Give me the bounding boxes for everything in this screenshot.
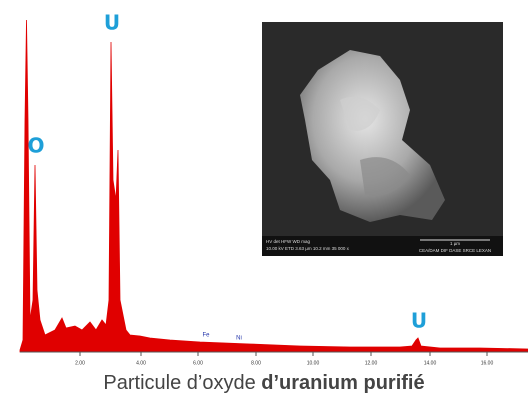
spectrum-figure: 2.00 4.00 6.00 8.00 10.00 12.00 14.00 16.00 U O… bbox=[0, 0, 528, 372]
x-tick-label: 12.00 bbox=[365, 360, 378, 366]
caption-bold: d’uranium purifié bbox=[261, 372, 424, 394]
x-tick-label: 10.00 bbox=[307, 360, 320, 366]
sem-info: 10.00 kV ETD 3.63 µm 10.2 mm 35 000 x bbox=[266, 246, 350, 251]
scale-label: 1 µm bbox=[450, 241, 460, 246]
x-tick-label: 14.00 bbox=[424, 360, 437, 366]
lab-label: CEA/DAM DIF DASE SRCE LEXAN bbox=[419, 248, 491, 253]
sem-inset: HV det HFW WD mag 10.00 kV ETD 3.63 µm 1… bbox=[262, 22, 503, 256]
x-tick-label: 16.00 bbox=[481, 360, 494, 366]
caption: Particule d’oxyde d’uranium purifié bbox=[0, 372, 528, 395]
peak-label: U bbox=[411, 309, 427, 333]
x-tick-label: 6.00 bbox=[193, 360, 203, 366]
peak-label: O bbox=[27, 134, 44, 158]
caption-text: Particule d’oxyde bbox=[103, 372, 261, 394]
x-tick-label: 2.00 bbox=[75, 360, 85, 366]
x-tick-label: 8.00 bbox=[251, 360, 261, 366]
page: 2.00 4.00 6.00 8.00 10.00 12.00 14.00 16.00 U O… bbox=[0, 0, 528, 403]
peak-label: U bbox=[104, 11, 120, 35]
element-label: Fe bbox=[202, 333, 210, 339]
sem-info: HV det HFW WD mag bbox=[266, 239, 311, 244]
x-ticks: 2.00 4.00 6.00 8.00 10.00 12.00 14.00 16.00 bbox=[75, 352, 493, 366]
element-label: Ni bbox=[236, 336, 242, 342]
x-tick-label: 4.00 bbox=[136, 360, 146, 366]
